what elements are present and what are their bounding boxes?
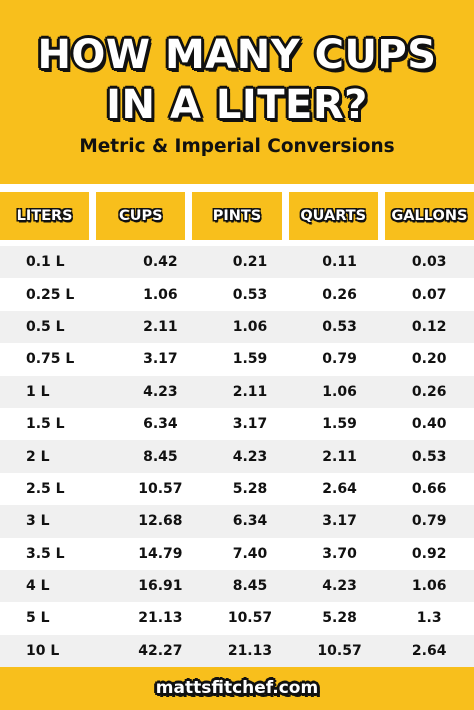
table-cell: 0.5 L: [26, 318, 65, 335]
table-cell: 0.79: [322, 351, 357, 368]
header-cell: QUARTS: [288, 192, 378, 240]
table-row: 1 L 4.23 2.11 1.06 0.26: [0, 375, 474, 408]
table-cell: 1.59: [322, 416, 357, 433]
header-label: CUPS: [119, 208, 163, 224]
table-row: 1.5 L 6.34 3.17 1.59 0.40: [0, 408, 474, 440]
table-cell: 0.21: [232, 254, 268, 271]
table-cell: 7.40: [232, 545, 268, 562]
table-cell: 1.06: [232, 318, 268, 335]
table-row: 2.5 L 10.57 5.28 2.64 0.66: [0, 473, 474, 505]
subtitle: Metric & Imperial Conversions: [79, 136, 395, 157]
header-label: PINTS: [212, 208, 262, 224]
table-cell: 0.66: [411, 480, 447, 497]
table-row: 5 L 21.13 10.57 5.28 1.3: [0, 602, 474, 634]
table-cell: 0.42: [143, 254, 178, 271]
header-cell: CUPS: [96, 192, 186, 240]
table-cell: 16.91: [138, 578, 183, 595]
table-cell: 0.03: [411, 254, 447, 271]
table-cell: 0.11: [322, 254, 357, 271]
table-row: 3 L 12.68 6.34 3.17 0.79: [0, 505, 474, 538]
table-cell: 0.26: [322, 286, 357, 303]
header-cell: GALLONS: [384, 192, 474, 240]
table-row: 0.5 L 2.11 1.06 0.53 0.12: [0, 310, 474, 344]
table-cell: 4.23: [322, 578, 357, 595]
table-cell: 10.57: [317, 642, 362, 659]
table-cell: 0.07: [411, 286, 447, 303]
table-cell: 5 L: [26, 610, 50, 627]
table-header: LITERS CUPS PINTS QUARTS GALLONS: [0, 192, 474, 240]
table-cell: 6.34: [143, 416, 178, 433]
table-cell: 0.40: [411, 416, 447, 433]
table-cell: 10.57: [227, 610, 273, 627]
table-cell: 5.28: [322, 610, 357, 627]
table-row: 10 L 42.27 21.13 10.57 2.64: [0, 634, 474, 668]
table-cell: 1.06: [411, 578, 447, 595]
table-cell: 21.13: [138, 610, 183, 627]
table-cell: 21.13: [227, 642, 273, 659]
table-cell: 14.79: [138, 545, 183, 562]
table-cell: 2.11: [322, 448, 357, 465]
table-cell: 1.06: [322, 383, 357, 400]
table-cell: 2.11: [143, 318, 178, 335]
header-label: QUARTS: [300, 208, 367, 224]
table-cell: 3 L: [26, 513, 50, 530]
table-cell: 2.64: [322, 480, 357, 497]
table-cell: 0.20: [411, 351, 447, 368]
table-cell: 1.59: [232, 351, 268, 368]
table-cell: 3.17: [143, 351, 178, 368]
table-cell: 0.92: [411, 545, 447, 562]
header-cell: PINTS: [192, 192, 282, 240]
title-line: HOW MANY CUPS: [37, 32, 437, 78]
table-cell: 12.68: [138, 513, 183, 530]
table-cell: 2.64: [411, 642, 447, 659]
footer: mattsfitchef.com: [155, 678, 319, 698]
table-cell: 3.5 L: [26, 545, 65, 562]
table-cell: 0.1 L: [26, 254, 65, 271]
table-cell: 3.17: [232, 416, 268, 433]
table-cell: 2.5 L: [26, 480, 65, 497]
table-cell: 0.53: [232, 286, 268, 303]
table-cell: 4 L: [26, 578, 50, 595]
table-body: 0.1 L 0.42 0.21 0.11 0.03 0.25 L 1.06 0.53 0.26 0…: [0, 246, 474, 668]
table-row: 3.5 L 14.79 7.40 3.70 0.92: [0, 538, 474, 570]
table-cell: 5.28: [232, 480, 268, 497]
table-cell: 4.23: [232, 448, 268, 465]
table-cell: 0.26: [411, 383, 447, 400]
table-cell: 1 L: [26, 383, 50, 400]
table-row: 2 L 8.45 4.23 2.11 0.53: [0, 440, 474, 473]
header-label: GALLONS: [391, 208, 468, 224]
table-cell: 3.70: [322, 545, 357, 562]
table-row: 4 L 16.91 8.45 4.23 1.06: [0, 569, 474, 603]
table-cell: 2 L: [26, 448, 50, 465]
table-cell: 4.23: [143, 383, 178, 400]
table-row: 0.25 L 1.06 0.53 0.26 0.07: [0, 278, 474, 310]
table-cell: 10.57: [138, 480, 183, 497]
table-cell: 42.27: [138, 642, 183, 659]
table-cell: 3.17: [322, 513, 357, 530]
table-cell: 6.34: [232, 513, 268, 530]
table-row: 0.1 L 0.42 0.21 0.11 0.03: [0, 246, 474, 279]
table-cell: 8.45: [143, 448, 178, 465]
table-cell: 1.3: [416, 610, 442, 627]
table-cell: 0.79: [411, 513, 447, 530]
table-cell: 1.06: [143, 286, 178, 303]
table-cell: 0.75 L: [26, 351, 75, 368]
title-line: IN A LITER?: [106, 82, 368, 128]
table-cell: 8.45: [232, 578, 268, 595]
title: HOW MANY CUPS IN A LITER?: [0, 30, 474, 130]
table-cell: 10 L: [26, 642, 60, 659]
table-cell: 2.11: [232, 383, 268, 400]
table-row: 0.75 L 3.17 1.59 0.79 0.20: [0, 343, 474, 375]
table-cell: 0.53: [322, 318, 357, 335]
table-cell: 0.12: [411, 318, 447, 335]
table-cell: 0.53: [411, 448, 447, 465]
table-cell: 1.5 L: [26, 416, 65, 433]
table-cell: 0.25 L: [26, 286, 75, 303]
table: LITERS CUPS PINTS QUARTS GALLONS 0.1 L 0.42 0.…: [0, 184, 474, 668]
header-label: LITERS: [16, 208, 73, 224]
header-cell: LITERS: [0, 192, 90, 240]
